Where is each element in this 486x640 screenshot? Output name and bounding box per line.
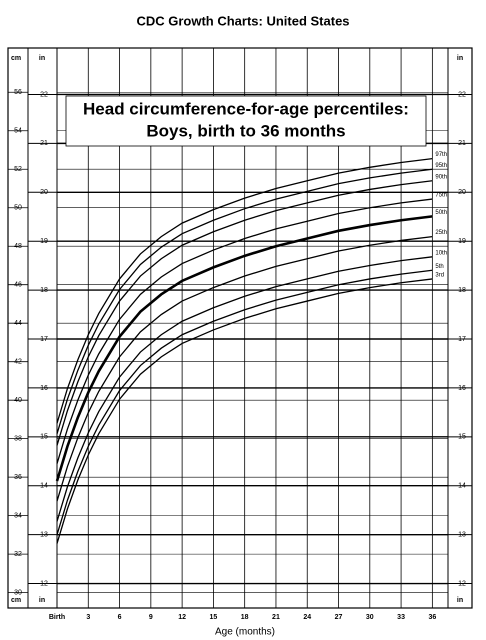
series-label: 97th — [435, 152, 447, 158]
percentile-line — [56, 278, 433, 544]
y2-unit: in — [457, 55, 463, 62]
percentile-line — [56, 180, 433, 446]
series-label: 5th — [435, 264, 443, 270]
chart-title: Head circumference-for-age percentiles: — [83, 99, 409, 118]
y-unit: cm — [11, 55, 21, 62]
y2-unit: in — [39, 597, 45, 604]
percentile-line — [56, 269, 433, 536]
percentile-line — [55, 215, 433, 482]
percentile-line — [56, 168, 433, 435]
y-unit: cm — [11, 597, 21, 604]
series-label: 50th — [435, 210, 447, 216]
x-tick-label: 18 — [241, 614, 249, 621]
x-tick-label: 27 — [335, 614, 343, 621]
series-label: 95th — [435, 163, 447, 169]
x-tick-label: 33 — [397, 614, 405, 621]
x-axis-label: Age (months) — [215, 627, 275, 638]
percentile-line — [56, 198, 433, 464]
series-label: 90th — [435, 174, 447, 180]
x-tick-label: 3 — [86, 614, 90, 621]
percentile-line — [56, 158, 433, 424]
x-tick-label: 9 — [149, 614, 153, 621]
series-label: 3rd — [435, 273, 444, 279]
title-box — [65, 95, 427, 147]
series-label: 75th — [435, 193, 447, 199]
percentile-line — [56, 256, 433, 522]
series-label: 25th — [435, 230, 447, 236]
y2-unit: in — [39, 55, 45, 62]
chart-title: Boys, birth to 36 months — [146, 121, 345, 140]
page-title: CDC Growth Charts: United States — [136, 13, 349, 28]
x-tick-label: 12 — [178, 614, 186, 621]
x-tick-label: 30 — [366, 614, 374, 621]
x-tick-label: 15 — [210, 614, 218, 621]
x-tick-label: 21 — [272, 614, 280, 621]
frame — [7, 47, 473, 609]
y2-unit: in — [457, 597, 463, 604]
x-tick-label: 36 — [428, 614, 436, 621]
x-tick-label: 6 — [118, 614, 122, 621]
series-label: 10th — [435, 250, 447, 256]
x-tick-label: 24 — [303, 614, 311, 621]
percentile-line — [56, 235, 433, 502]
x-tick-label: Birth — [49, 614, 65, 621]
